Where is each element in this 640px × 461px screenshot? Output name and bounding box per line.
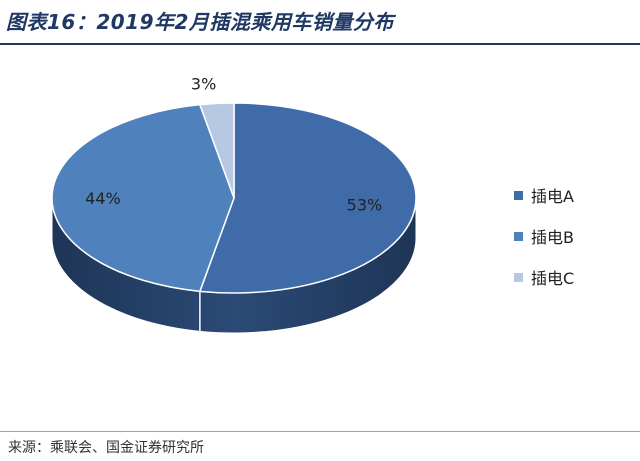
pie-slice-2 [51, 103, 235, 293]
data-label-2: 44% [85, 189, 121, 208]
legend-swatch-2 [514, 232, 523, 241]
pie-slice-1 [198, 102, 417, 294]
pie-layer: 53% 44% 3% [51, 74, 417, 334]
legend-swatch-1 [514, 191, 523, 200]
data-label-3: 3% [191, 74, 216, 93]
data-label-1: 53% [347, 195, 383, 214]
pie-chart: 53% 44% 3% 插电A 插电B 插电C [51, 74, 574, 334]
legend-label-3: 插电C [531, 269, 574, 288]
pie-slice-3 [198, 102, 235, 199]
legend-label-2: 插电B [531, 228, 574, 247]
source-divider [0, 431, 640, 432]
legend-label-1: 插电A [531, 187, 574, 206]
legend: 插电A 插电B 插电C [514, 187, 574, 288]
title-divider [0, 43, 640, 45]
legend-swatch-3 [514, 273, 523, 282]
source-note: 来源：乘联会、国金证券研究所 [8, 440, 204, 456]
figure-title: 图表16：2019年2月插混乘用车销量分布 [6, 10, 394, 34]
